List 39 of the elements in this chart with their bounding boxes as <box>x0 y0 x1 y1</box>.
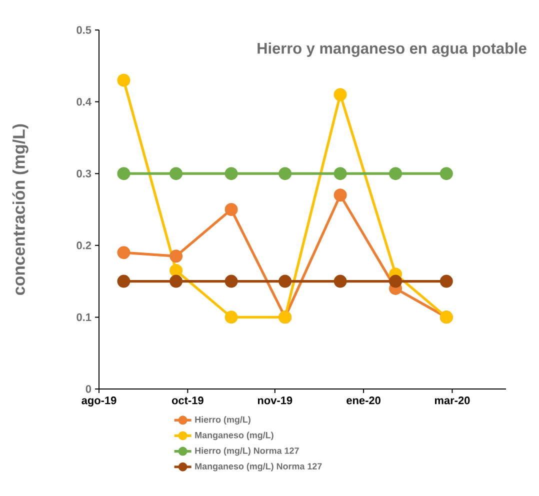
point <box>224 310 238 324</box>
point <box>334 274 347 288</box>
point <box>334 88 347 102</box>
point <box>170 167 183 180</box>
x-tick-label: oct-19 <box>172 396 204 404</box>
text: Hierro y manganeso en agua potable <box>258 42 526 57</box>
x-tick-label: ene-20 <box>346 396 380 404</box>
point <box>170 250 183 263</box>
point <box>117 274 130 288</box>
point <box>389 274 402 288</box>
y-tick-label: 0.2 <box>76 242 92 250</box>
x-tick-label: mar-20 <box>434 396 470 404</box>
point <box>278 167 292 180</box>
y-tick-label: 0.3 <box>76 170 92 178</box>
legend-label: Hierro (mg/L) Norma 127 <box>195 447 299 456</box>
point <box>117 246 130 260</box>
y-tick-label: 0.4 <box>76 98 92 106</box>
point <box>440 167 453 180</box>
point <box>170 274 183 288</box>
x-tick-label: ago-19 <box>82 396 116 406</box>
point <box>334 167 347 180</box>
point <box>278 274 292 288</box>
point <box>117 74 130 87</box>
point <box>334 188 347 202</box>
point <box>224 202 238 216</box>
y-tick-label: 0.5 <box>76 26 92 34</box>
y-tick-label: 0.1 <box>76 313 92 322</box>
point <box>440 274 453 288</box>
point <box>389 167 402 180</box>
legend-label: Manganeso (mg/L) Norma 127 <box>195 462 322 472</box>
point <box>117 167 130 180</box>
legend-label: Manganeso (mg/L) <box>195 432 274 440</box>
x-tick-label: nov-19 <box>258 396 292 404</box>
point <box>224 167 238 180</box>
y-tick-label: 0 <box>86 385 92 393</box>
point <box>170 264 183 278</box>
y-axis-title: concentración (mg/L) <box>12 124 28 295</box>
point <box>224 274 238 288</box>
legend-label: Hierro (mg/L) <box>195 416 250 425</box>
